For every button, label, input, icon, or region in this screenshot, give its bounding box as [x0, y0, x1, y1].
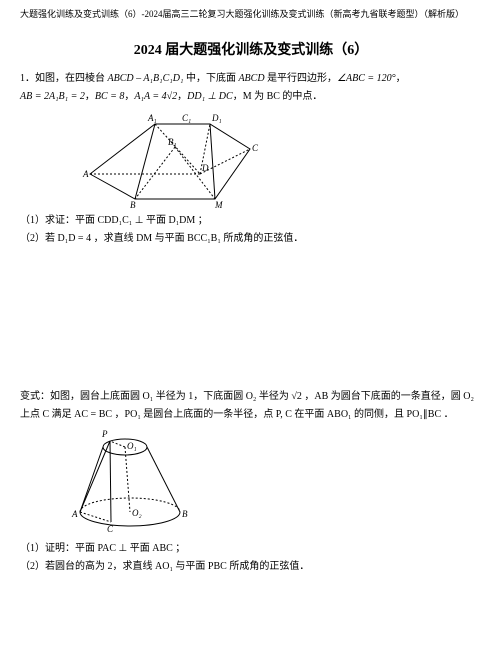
problem-1-line1: 1．如图，在四棱台 ABCD – A₁B₁C₁D₁ 中，下底面 ABCD 是平行…	[20, 71, 482, 87]
p1-l2h: ，M 为 BC 的中点．	[233, 91, 323, 102]
p1-e1: ABCD – A₁B₁C₁D₁	[108, 73, 184, 84]
p1-l1d: ，	[396, 73, 406, 84]
label-A1: A₁	[147, 113, 157, 123]
p1-l1c: 是平行四边形，	[265, 73, 338, 84]
label-C: C	[252, 143, 259, 153]
label-M: M	[214, 200, 223, 209]
label-B: B	[182, 509, 188, 519]
p1-l2f: ，	[177, 91, 187, 102]
label-A: A	[71, 509, 78, 519]
p1-l1a: 如图，在四棱台	[35, 73, 108, 84]
label-D: D	[201, 163, 209, 173]
label-O1: O₁	[127, 441, 137, 451]
p1-l2d: ，	[124, 91, 134, 102]
p1-q1: （1）求证：平面 CDD₁C₁ ⊥ 平面 D₁DM ；	[20, 213, 482, 229]
p2-q2: （2）若圆台的高为 2，求直线 AO₁ 与平面 PBC 所成角的正弦值．	[20, 559, 482, 575]
page-title: 2024 届大题强化训练及变式训练（6）	[20, 40, 482, 61]
p2-line2: 上点 C 满足 AC = BC ，PO₁ 是圆台上底面的一条半径，点 P, C …	[20, 407, 482, 423]
p1-l2c: BC = 8	[95, 91, 125, 102]
figure-1-frustum: A B C D A₁ B₁ M D₁ C₁	[80, 109, 260, 209]
label-C1: C₁	[182, 113, 191, 123]
p1-e2: ABCD	[238, 73, 264, 84]
p2-q1: （1）证明：平面 PAC ⊥ 平面 ABC ；	[20, 541, 482, 557]
label-P: P	[101, 429, 108, 439]
p1-e3: ∠ABC = 120°	[337, 73, 396, 84]
p1-l2a: AB = 2A₁B₁ = 2	[20, 91, 85, 102]
p1-q2: （2）若 D₁D = 4 ，求直线 DM 与平面 BCC₁B₁ 所成角的正弦值．	[20, 231, 482, 247]
label-C: C	[107, 524, 114, 534]
label-O2: O₂	[132, 508, 142, 518]
label-D1: D₁	[211, 113, 222, 123]
p1-num: 1．	[20, 73, 35, 84]
label-B1: B₁	[168, 137, 177, 147]
label-A: A	[82, 169, 89, 179]
p2-line1: 变式：如图，圆台上底面圆 O₁ 半径为 1，下底面圆 O₂ 半径为 √2 ，AB…	[20, 389, 482, 405]
problem-1-line2: AB = 2A₁B₁ = 2，BC = 8，A₁A = 4√2，DD₁ ⊥ DC…	[20, 89, 482, 105]
p1-l2g: DD₁ ⊥ DC	[187, 91, 233, 102]
header-text: 大题强化训练及变式训练（6）-2024届高三二轮复习大题强化训练及变式训练（新高…	[20, 8, 482, 22]
figure-2-cone-frustum: P O₁ A B O₂ C	[60, 427, 200, 537]
p1-l2b: ，	[85, 91, 95, 102]
label-B: B	[130, 200, 136, 209]
p1-l2e: A₁A = 4√2	[134, 91, 177, 102]
p1-l1b: 中，下底面	[183, 73, 238, 84]
